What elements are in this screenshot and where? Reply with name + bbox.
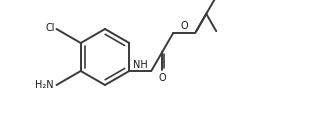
Text: Cl: Cl — [45, 23, 54, 33]
Text: NH: NH — [133, 60, 148, 69]
Text: H₂N: H₂N — [35, 80, 53, 90]
Text: O: O — [158, 73, 166, 83]
Text: O: O — [180, 21, 188, 31]
